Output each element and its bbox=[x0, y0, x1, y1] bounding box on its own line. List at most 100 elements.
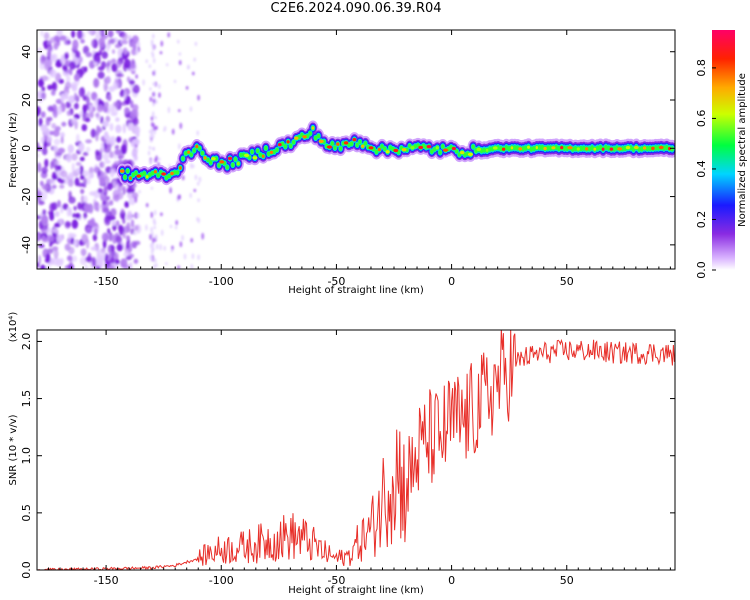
noise-blob bbox=[93, 52, 100, 63]
noise-blob bbox=[41, 166, 48, 174]
noise-blob bbox=[163, 245, 167, 251]
noise-blob bbox=[63, 91, 69, 100]
noise-blob bbox=[158, 92, 161, 98]
noise-blob bbox=[103, 185, 108, 196]
noise-blob bbox=[80, 39, 85, 44]
noise-blob bbox=[191, 71, 195, 76]
noise-blob bbox=[145, 59, 149, 64]
ridge-peak bbox=[410, 146, 415, 150]
colorbar-tick-label: 0.4 bbox=[695, 160, 708, 178]
ridge-peak bbox=[567, 146, 573, 150]
noise-blob bbox=[120, 258, 128, 268]
y-tick-label: -20 bbox=[20, 188, 33, 206]
noise-blob bbox=[57, 165, 62, 171]
noise-blob bbox=[150, 226, 154, 233]
noise-blob bbox=[72, 39, 79, 50]
noise-blob bbox=[51, 184, 57, 189]
noise-blob bbox=[74, 177, 80, 187]
noise-blob bbox=[109, 168, 115, 178]
ridge-peak bbox=[460, 150, 465, 155]
ridge-peak bbox=[286, 140, 290, 144]
noise-blob bbox=[46, 44, 53, 52]
noise-blob bbox=[131, 192, 139, 199]
noise-blob bbox=[133, 138, 140, 145]
noise-blob bbox=[62, 65, 68, 72]
noise-blob bbox=[50, 54, 56, 60]
noise-blob bbox=[107, 182, 113, 191]
noise-blob bbox=[107, 30, 114, 38]
noise-blob bbox=[40, 30, 44, 37]
y-tick-label: -40 bbox=[20, 236, 33, 254]
noise-blob bbox=[57, 200, 61, 208]
noise-blob bbox=[179, 122, 183, 129]
noise-blob bbox=[153, 226, 157, 230]
noise-blob bbox=[106, 196, 110, 201]
ridge-peak bbox=[625, 146, 631, 150]
noise-blob bbox=[41, 75, 48, 82]
noise-blob bbox=[115, 117, 120, 122]
noise-blob bbox=[150, 39, 154, 44]
ridge-cell bbox=[355, 142, 359, 148]
noise-blob bbox=[53, 42, 59, 50]
noise-blob bbox=[118, 225, 125, 236]
noise-blob bbox=[69, 61, 76, 70]
noise-blob bbox=[113, 160, 121, 167]
noise-blob bbox=[167, 106, 171, 114]
noise-blob bbox=[84, 264, 89, 269]
noise-blob bbox=[163, 126, 167, 131]
noise-blob bbox=[67, 144, 75, 154]
x-tick-label: 0 bbox=[448, 574, 455, 587]
noise-blob bbox=[47, 116, 53, 122]
ridge-peak bbox=[658, 145, 664, 150]
noise-blob bbox=[181, 175, 185, 181]
noise-blob bbox=[106, 143, 112, 149]
noise-blob bbox=[152, 147, 155, 151]
ridge-cell bbox=[272, 149, 276, 155]
noise-blob bbox=[134, 212, 139, 219]
noise-blob bbox=[107, 228, 111, 234]
noise-blob bbox=[145, 224, 148, 231]
noise-blob bbox=[149, 96, 153, 102]
noise-blob bbox=[53, 35, 60, 42]
noise-blob bbox=[121, 40, 128, 45]
noise-blob bbox=[83, 177, 87, 185]
noise-blob bbox=[41, 235, 46, 240]
noise-blob bbox=[60, 170, 68, 178]
ridge-cell bbox=[192, 148, 196, 153]
spectrogram-ylabel: Frequency (Hz) bbox=[8, 112, 19, 188]
noise-blob bbox=[89, 191, 97, 196]
ridge-peak bbox=[485, 148, 489, 152]
noise-blob bbox=[49, 69, 57, 78]
y-tick-label: 0.0 bbox=[20, 561, 33, 579]
noise-blob bbox=[66, 110, 72, 116]
noise-blob bbox=[145, 203, 149, 208]
noise-blob bbox=[114, 149, 122, 156]
ridge-cell bbox=[548, 145, 553, 151]
noise-blob bbox=[112, 234, 117, 244]
noise-blob bbox=[170, 249, 174, 253]
noise-blob bbox=[198, 176, 202, 183]
ridge-cell bbox=[645, 145, 650, 152]
noise-blob bbox=[111, 58, 117, 64]
noise-blob bbox=[69, 233, 77, 239]
ridge-cell bbox=[432, 147, 437, 152]
noise-blob bbox=[44, 264, 51, 269]
ridge-peak bbox=[393, 148, 399, 153]
noise-blob bbox=[90, 217, 96, 228]
ridge-cell bbox=[206, 157, 210, 162]
noise-blob bbox=[68, 246, 75, 255]
x-tick-label: 0 bbox=[448, 275, 455, 288]
noise-blob bbox=[108, 232, 113, 242]
noise-blob bbox=[55, 72, 62, 83]
noise-blob bbox=[65, 101, 71, 109]
noise-blob bbox=[123, 251, 130, 258]
noise-blob bbox=[177, 109, 181, 113]
colorbar-gradient bbox=[712, 30, 735, 270]
noise-blob bbox=[169, 224, 173, 229]
ridge-peak bbox=[145, 175, 149, 179]
noise-blob bbox=[112, 49, 115, 54]
noise-blob bbox=[178, 60, 182, 66]
ridge-peak bbox=[311, 126, 315, 130]
noise-blob bbox=[53, 138, 61, 146]
ridge-cell bbox=[554, 144, 558, 150]
